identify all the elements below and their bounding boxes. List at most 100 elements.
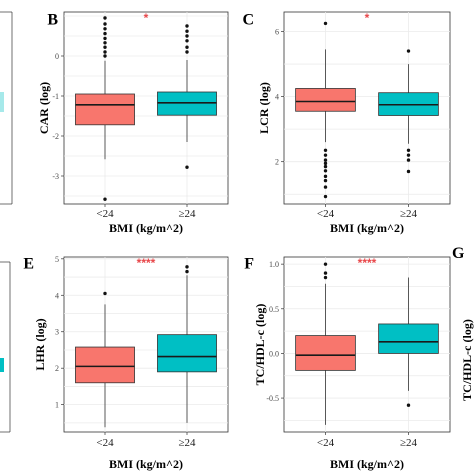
iqr-box (157, 334, 217, 373)
panel-b: -3 -2 -1 0 <24 ≥24 * BMI (kg/m^2) CAR (log) B (37, 11, 229, 235)
box-bmi-lt-24 (75, 16, 135, 201)
x-tick-label: ≥24 (400, 437, 418, 449)
outlier-point (323, 174, 328, 179)
iqr-box (75, 346, 135, 384)
box-bmi-lt-24 (295, 21, 356, 199)
significance-label: **** (137, 256, 156, 270)
significance-label: * (365, 11, 370, 25)
y-tick-label: -0.5 (266, 394, 279, 403)
outlier-point (185, 24, 189, 28)
x-tick-label: ≥24 (400, 208, 418, 220)
y-tick-label: -3 (52, 172, 59, 181)
x-tick-label: <24 (96, 208, 114, 220)
outlier-point (103, 45, 107, 49)
panel-letter-c: C (242, 11, 254, 28)
outlier-point (323, 21, 328, 26)
outlier-point (103, 291, 107, 296)
outlier-point (323, 164, 328, 169)
x-tick-label: <24 (317, 208, 335, 220)
panel-letter-e: E (23, 255, 34, 272)
y-tick-label: 4 (275, 93, 279, 102)
outlier-point (103, 50, 107, 54)
outlier-point (406, 403, 411, 407)
outlier-point (323, 148, 328, 153)
outlier-point (185, 29, 189, 33)
box-bmi-ge-24 (378, 277, 439, 407)
box-bmi-ge-24 (157, 24, 217, 169)
outlier-point (406, 158, 411, 162)
significance-label: **** (358, 256, 377, 270)
outlier-point (323, 275, 328, 280)
x-axis-label: BMI (kg/m^2) (330, 457, 404, 471)
y-tick-label: 0 (55, 52, 59, 61)
outlier-point (323, 153, 328, 157)
outlier-point (103, 197, 107, 201)
panel-e: 1 2 3 4 5 <24 ≥24 **** BMI (kg/m^2) LHR (log) E (23, 255, 229, 471)
x-axis-label: BMI (kg/m^2) (109, 457, 183, 471)
y-tick-label: -2 (52, 132, 59, 141)
outlier-point (185, 39, 189, 43)
outlier-point (406, 49, 411, 53)
y-axis-label: CAR (log) (37, 82, 51, 134)
panel-c: 2 4 6 <24 ≥24 * BMI (kg/m^2) LCR (log) C (242, 11, 451, 235)
outlier-point (185, 45, 189, 49)
outlier-point (103, 27, 107, 31)
panel-f: -0.5 0.0 0.5 1.0 <24 ≥24 **** BMI (kg/m^2) TC/HD… (244, 255, 451, 471)
y-tick-label: 2 (55, 364, 59, 373)
outlier-point (185, 265, 189, 269)
box-bmi-ge-24 (157, 265, 217, 423)
y-tick-label: 0.5 (269, 305, 279, 314)
outlier-point (103, 22, 107, 26)
y-tick-label: 4 (55, 291, 59, 300)
y-tick-label: 6 (275, 28, 279, 37)
y-tick-label: -1 (52, 92, 59, 101)
cut-panel-a (0, 11, 13, 205)
outlier-point (323, 271, 328, 275)
outlier-point (323, 185, 328, 189)
box-bmi-lt-24 (75, 291, 135, 428)
significance-label: * (144, 11, 149, 25)
cut-panel-d (0, 261, 11, 433)
outlier-point (185, 269, 189, 274)
iqr-box (378, 323, 439, 354)
iqr-box (75, 93, 135, 126)
x-tick-label: ≥24 (178, 208, 196, 220)
outlier-point (185, 50, 189, 54)
x-axis-label: BMI (kg/m^2) (330, 221, 404, 235)
y-tick-label: 2 (275, 158, 279, 167)
panel-letter-f: F (244, 255, 254, 272)
x-tick-label: <24 (96, 437, 114, 449)
outlier-point (185, 165, 189, 169)
panel-letter-g: G (452, 245, 465, 262)
outlier-point (406, 148, 411, 153)
y-axis-label: TC/HDL-c (log) (253, 304, 267, 386)
y-tick-label: 1 (55, 401, 59, 410)
y-tick-label: 5 (55, 255, 59, 264)
outlier-point (323, 178, 328, 183)
outlier-point (103, 41, 107, 45)
panel-letter-b: B (47, 11, 58, 28)
outlier-point (103, 16, 107, 20)
cut-panel-g: G TC/HDL-c (log) (452, 245, 474, 401)
y-tick-label: 1.0 (269, 260, 279, 269)
outlier-point (323, 194, 328, 199)
panel-g-ylabel: TC/HDL-c (log) (460, 319, 474, 401)
outlier-point (103, 36, 107, 41)
outlier-point (103, 54, 107, 58)
outlier-point (103, 31, 107, 36)
x-tick-label: <24 (317, 437, 335, 449)
iqr-box (295, 335, 356, 371)
x-tick-label: ≥24 (178, 437, 196, 449)
panels-layer: -3 -2 -1 0 <24 ≥24 * BMI (kg/m^2) CAR (log) B 2 4 6 <… (23, 11, 451, 471)
outlier-point (323, 169, 328, 173)
outlier-point (185, 34, 189, 38)
box-bmi-lt-24 (295, 262, 356, 425)
y-axis-label: LHR (log) (33, 318, 47, 370)
y-tick-label: 0.0 (269, 349, 279, 358)
outlier-point (323, 262, 328, 266)
outlier-point (323, 161, 328, 166)
outlier-point (323, 158, 328, 162)
x-axis-label: BMI (kg/m^2) (109, 221, 183, 235)
box-bmi-ge-24 (378, 49, 439, 174)
